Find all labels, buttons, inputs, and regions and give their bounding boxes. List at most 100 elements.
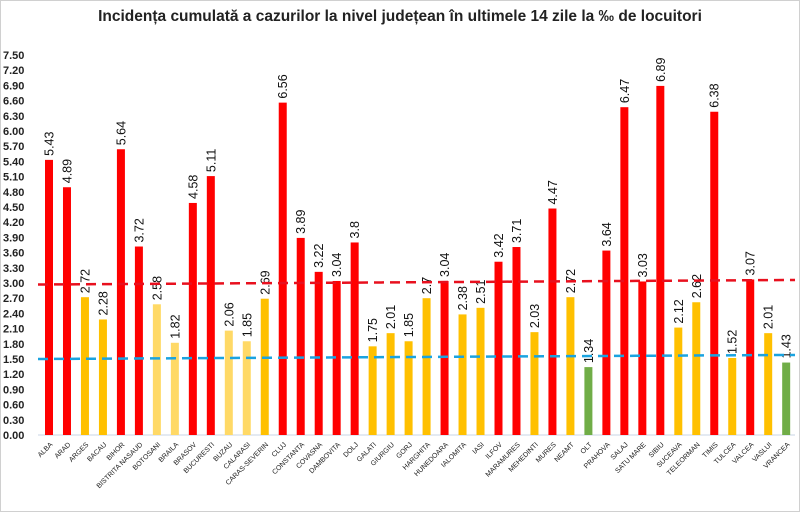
y-tick-label: 0.30 <box>3 415 24 427</box>
data-label: 3.04 <box>438 253 452 277</box>
y-tick-label: 6.90 <box>3 80 24 92</box>
reference-line-1 <box>37 278 796 286</box>
data-label: 2.38 <box>456 286 470 310</box>
y-tick-label: 3.30 <box>3 263 24 275</box>
data-label: 3.71 <box>510 219 524 243</box>
bar-alba <box>45 159 53 435</box>
y-tick-label: 4.20 <box>3 217 24 229</box>
data-label: 6.47 <box>618 79 632 103</box>
bar-bihor <box>116 149 125 436</box>
bar-calarasi <box>242 341 251 435</box>
y-tick-label: 2.70 <box>3 293 24 305</box>
x-tick-label: OLT <box>580 441 595 456</box>
y-tick-label: 7.20 <box>3 65 24 77</box>
bar-ialomita <box>458 314 467 435</box>
y-tick-label: 5.10 <box>3 172 24 184</box>
bar-braila <box>170 342 179 435</box>
x-tick-label: ALBA <box>37 441 55 459</box>
data-label: 5.64 <box>114 121 128 145</box>
data-label: 1.75 <box>366 318 380 342</box>
y-tick-label: 6.30 <box>3 111 24 123</box>
y-tick-label: 7.50 <box>3 50 24 62</box>
y-tick-label: 3.00 <box>3 278 24 290</box>
data-label: 5.11 <box>204 149 218 172</box>
bar-sibiu <box>656 85 665 435</box>
data-label: 4.89 <box>60 159 74 183</box>
y-tick-label: 4.80 <box>3 187 24 199</box>
y-tick-label: 5.40 <box>3 156 24 168</box>
bar-dolj <box>350 242 359 435</box>
y-tick-label: 4.50 <box>3 202 24 214</box>
bar-iasi <box>476 307 485 435</box>
bar-tulcea <box>728 357 737 435</box>
bar-ilfov <box>494 261 503 435</box>
y-tick-label: 1.50 <box>3 354 24 366</box>
y-tick-label: 2.40 <box>3 308 24 320</box>
y-tick-label: 0.90 <box>3 384 24 396</box>
data-label: 2.7 <box>420 277 434 294</box>
bar-satu-mare <box>638 281 647 435</box>
data-label: 6.38 <box>708 83 722 107</box>
bar-valcea <box>746 279 755 435</box>
data-label: 1.34 <box>582 339 596 363</box>
bar-caras-severin <box>260 298 269 435</box>
y-tick-label: 0.00 <box>3 430 24 442</box>
bar-arges <box>80 297 89 435</box>
y-tick-label: 2.10 <box>3 324 24 336</box>
bar-prahova <box>602 250 611 435</box>
bar-timis <box>710 111 719 435</box>
bar-galati <box>368 346 377 435</box>
data-label: 3.22 <box>312 243 326 267</box>
data-label: 6.89 <box>654 58 668 82</box>
x-tick-label: BACAU <box>86 441 108 463</box>
data-label: 3.89 <box>294 210 308 234</box>
bar-teleorman <box>692 302 701 435</box>
bar-cluj <box>278 102 287 436</box>
y-tick-label: 0.60 <box>3 400 24 412</box>
bar-brasov <box>188 202 197 435</box>
data-label: 1.85 <box>240 313 254 337</box>
y-tick-label: 6.60 <box>3 96 24 108</box>
x-tick-label: TELEORMAN <box>666 441 702 477</box>
y-tick-label: 1.80 <box>3 339 24 351</box>
bar-harghita <box>422 298 431 435</box>
data-label: 2.28 <box>96 291 110 315</box>
data-label: 2.06 <box>222 302 236 326</box>
bar-botosani <box>152 304 161 435</box>
y-tick-label: 1.20 <box>3 369 24 381</box>
data-label: 4.47 <box>546 180 560 204</box>
bar-suceava <box>674 327 683 435</box>
bar-mehedinti <box>530 332 539 435</box>
data-label: 1.82 <box>168 314 182 338</box>
x-tick-label: IASI <box>472 441 486 455</box>
data-label: 3.72 <box>132 218 146 242</box>
reference-line-2 <box>37 353 796 361</box>
data-label: 3.03 <box>636 253 650 277</box>
bar-bucuresti <box>206 176 215 436</box>
y-tick-label: 3.60 <box>3 248 24 260</box>
bar-vaslui <box>764 333 773 435</box>
data-label: 2.51 <box>474 279 488 303</box>
y-tick-label: 6.00 <box>3 126 24 138</box>
data-label: 2.03 <box>528 304 542 328</box>
data-label: 2.01 <box>384 305 398 329</box>
bar-bacau <box>98 319 107 435</box>
x-tick-label: NEAMT <box>554 441 577 464</box>
bar-bistrita-nasaud <box>134 246 143 435</box>
data-label: 2.58 <box>150 276 164 300</box>
bar-vrancea <box>782 362 791 435</box>
y-tick-label: 3.90 <box>3 232 24 244</box>
data-label: 3.04 <box>330 253 344 277</box>
data-label: 1.52 <box>726 330 740 354</box>
data-label: 2.62 <box>690 274 704 298</box>
data-label: 5.43 <box>43 132 57 156</box>
bar-maramures <box>512 247 521 435</box>
bar-olt <box>584 367 593 435</box>
bar-giurgiu <box>386 333 395 435</box>
bar-neamt <box>566 297 575 435</box>
data-label: 2.72 <box>78 269 92 293</box>
data-label: 6.56 <box>276 74 290 98</box>
data-label: 2.12 <box>672 299 686 323</box>
y-tick-label: 5.70 <box>3 141 24 153</box>
data-label: 4.58 <box>186 175 200 199</box>
